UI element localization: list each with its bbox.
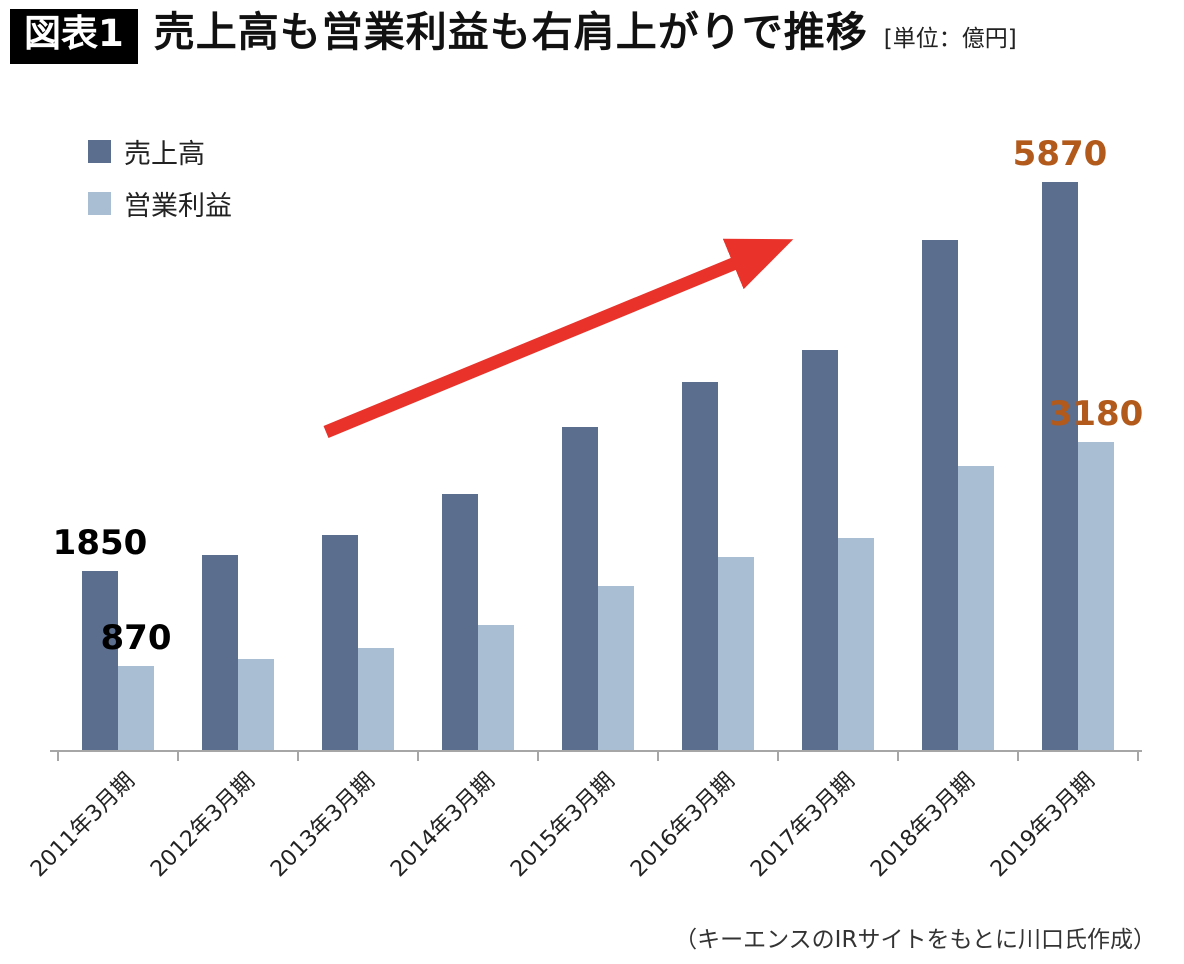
x-axis-label: 2011年3月期 [26,768,140,883]
x-axis-label: 2018年3月期 [866,768,980,883]
bar-profit [598,586,634,750]
axis-tick [57,752,59,761]
bar-groups: 2011年3月期 1850 870 2012年3月期 2013年3月期 2014年3月期 2… [26,134,1143,882]
bar-sales [1042,182,1078,750]
x-axis-label: 2014年3月期 [386,768,500,883]
value-label: 1850 [52,523,148,563]
x-axis-label: 2012年3月期 [146,768,260,883]
bar-sales [322,535,358,750]
bar-profit [718,557,754,750]
bar-group: 2011年3月期 1850 870 [26,150,178,882]
axis-tick [1137,752,1139,761]
bar-group: 2017年3月期 [746,150,898,882]
x-axis-label: 2013年3月期 [266,768,380,883]
bar-profit [958,466,994,750]
bar-sales [202,555,238,750]
bar-group: 2018年3月期 [866,150,1018,882]
chart-title: 売上高も営業利益も右肩上がりで推移 [153,8,868,56]
bar-sales [82,571,118,750]
bar-group: 2012年3月期 [146,150,298,882]
legend-item-sales: 売上高 [88,132,232,171]
bar-group: 2015年3月期 [506,150,658,882]
x-axis-label: 2019年3月期 [986,768,1100,883]
x-axis-label: 2015年3月期 [506,768,620,883]
axis-tick [776,752,779,761]
value-label: 870 [100,618,172,658]
axis-tick [176,752,179,761]
legend-item-profit: 営業利益 [88,184,232,223]
value-label: 5870 [1012,134,1108,174]
legend-label: 営業利益 [124,191,232,222]
bar-profit [358,648,394,750]
chart-plot: 2011年3月期 1850 870 2012年3月期 2013年3月期 2014年3月期 2… [26,134,1143,882]
bar-group: 2013年3月期 [266,150,418,882]
bar-sales [802,350,838,750]
axis-tick [536,752,539,761]
bar-group: 2019年3月期 5870 3180 [986,134,1143,882]
bar-group: 2014年3月期 [386,150,538,882]
bar-profit [238,659,274,750]
axis-tick [1016,752,1019,761]
header: 図表1 売上高も営業利益も右肩上がりで推移 [単位：億円] [10,8,1174,64]
axis-tick [296,752,299,761]
legend: 売上高 営業利益 [88,132,232,223]
value-label: 3180 [1048,394,1144,434]
bar-sales [562,427,598,750]
bar-sales [682,382,718,750]
figure-badge: 図表1 [10,9,138,64]
unit-label: [単位：億円] [883,26,1017,52]
bar-profit [118,666,154,750]
axis-ticks [57,150,1139,761]
bar-profit [838,538,874,750]
x-axis-label: 2017年3月期 [746,768,860,883]
x-axis-line [50,750,1142,752]
axis-tick [897,752,899,761]
x-axis-label: 2016年3月期 [626,768,740,883]
axis-tick [416,752,419,761]
legend-swatch-icon [88,192,111,215]
bar-sales [922,240,958,750]
legend-swatch-icon [88,140,111,163]
bar-profit [1078,442,1114,750]
bar-profit [478,625,514,750]
source-credit: （キーエンスのIRサイトをもとに川口氏作成） [674,927,1156,953]
legend-label: 売上高 [124,139,205,170]
bar-group: 2016年3月期 [626,150,778,882]
bar-sales [442,494,478,750]
axis-tick [657,752,659,761]
